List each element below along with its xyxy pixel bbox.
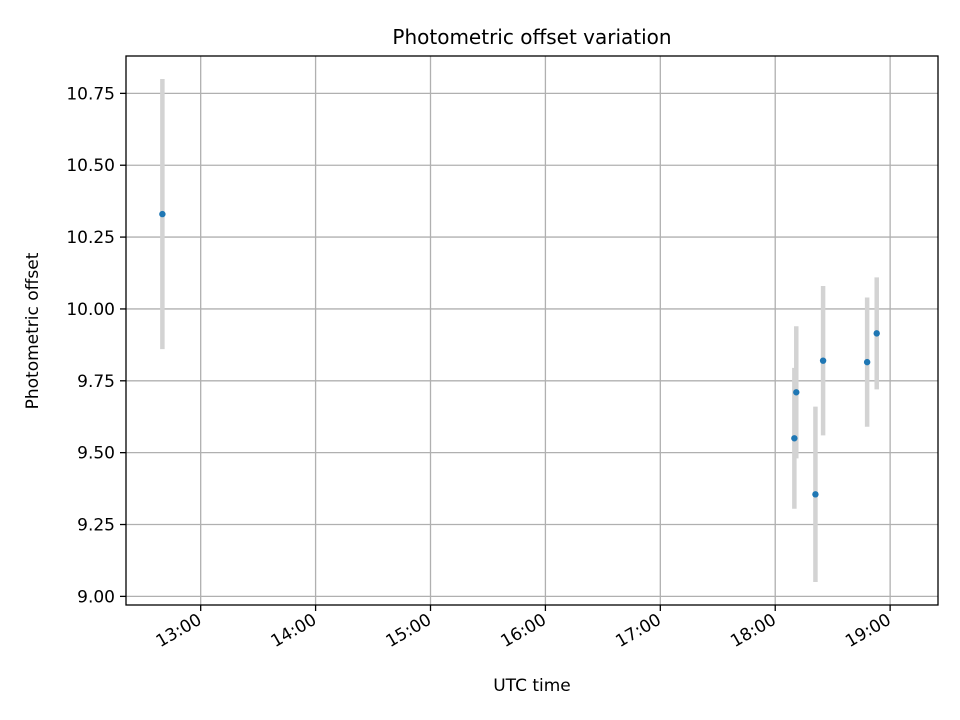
y-tick-label: 10.75 <box>66 84 115 104</box>
x-tick-label: 15:00 <box>383 610 435 652</box>
data-point <box>873 330 880 337</box>
data-points <box>159 210 880 498</box>
x-tick-label: 13:00 <box>153 610 205 652</box>
y-tick-label: 10.50 <box>66 156 115 176</box>
plot-frame <box>125 55 939 606</box>
y-tick-label: 9.75 <box>77 372 115 392</box>
data-point <box>812 491 819 498</box>
data-point <box>863 358 871 366</box>
y-axis-ticks: 9.00 9.25 9.50 9.75 10.00 10.25 10.50 10.75 <box>66 84 126 607</box>
error-bars <box>160 78 879 583</box>
data-point <box>791 435 798 442</box>
y-tick-label: 10.00 <box>66 300 115 320</box>
y-tick-label: 10.25 <box>66 228 115 248</box>
x-tick-label: 19:00 <box>842 610 894 652</box>
y-axis-label: Photometric offset <box>23 252 43 409</box>
x-tick-label: 16:00 <box>497 610 549 652</box>
data-point <box>793 389 800 396</box>
x-tick-label: 17:00 <box>612 610 664 652</box>
x-axis-ticks: 13:00 14:00 15:00 16:00 17:00 18:00 19:00 <box>153 605 895 652</box>
grid <box>126 56 938 605</box>
x-axis-label: UTC time <box>493 676 571 696</box>
data-point <box>819 357 827 364</box>
x-tick-label: 18:00 <box>727 610 779 652</box>
x-tick-label: 14:00 <box>268 610 320 652</box>
chart-title: Photometric offset variation <box>392 25 671 49</box>
y-tick-label: 9.25 <box>77 516 115 536</box>
y-tick-label: 9.00 <box>77 587 115 607</box>
y-tick-label: 9.50 <box>77 444 115 464</box>
data-point <box>159 210 166 218</box>
